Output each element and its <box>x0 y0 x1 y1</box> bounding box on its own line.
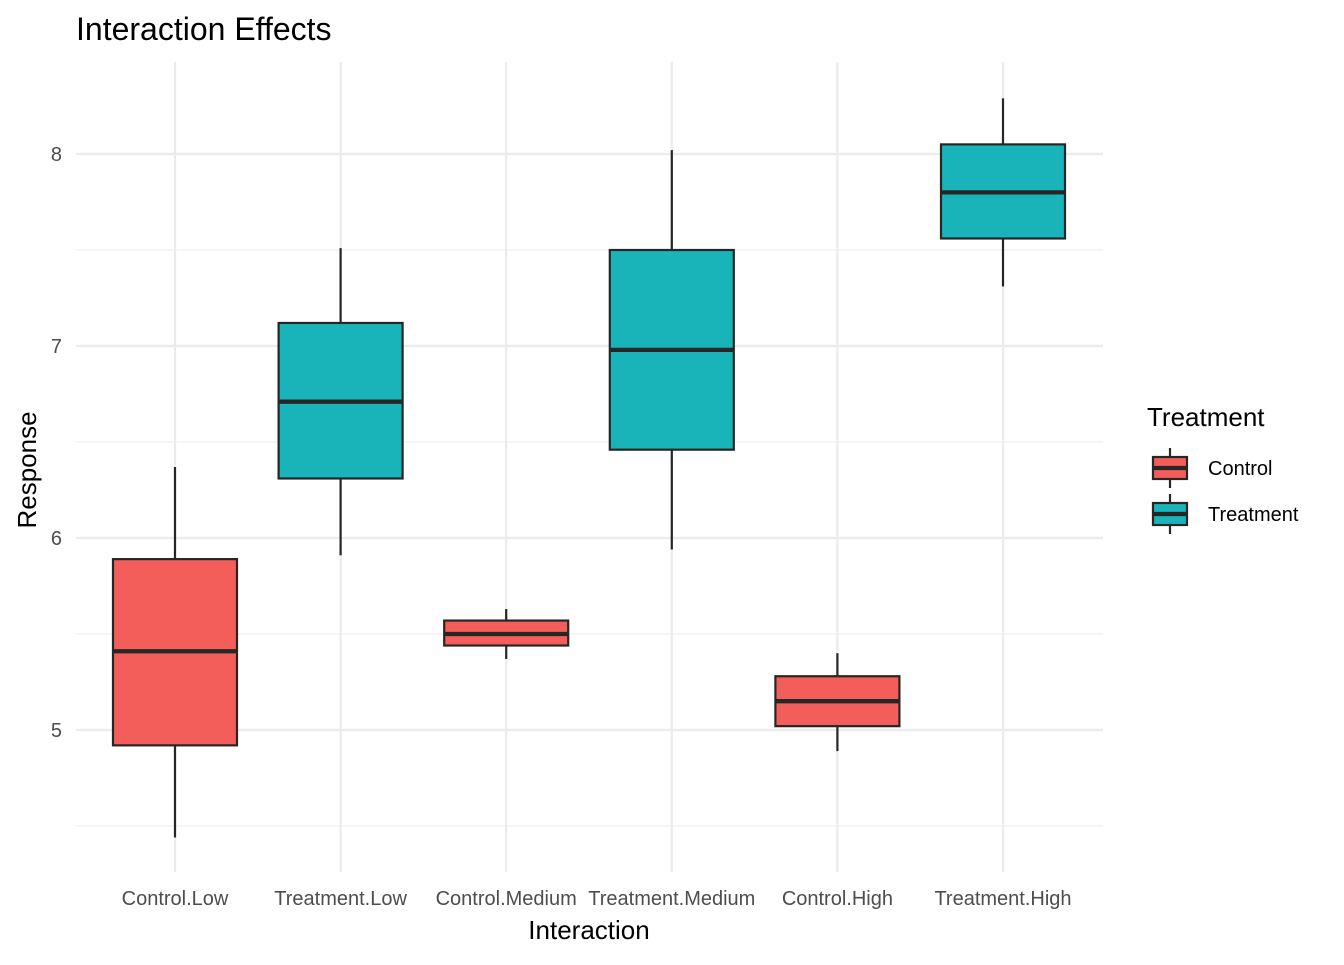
x-tick-label: Treatment.Medium <box>588 888 755 910</box>
boxplot-Treatment.Low <box>277 248 404 556</box>
x-tick-label: Treatment.High <box>934 888 1071 910</box>
legend-label: Control <box>1208 458 1272 480</box>
axis-layer: 5 6 7 8 Control.Low Treatment.Low Control.Medi… <box>51 144 1072 910</box>
legend-keys: Control Treatment <box>1151 448 1299 534</box>
legend-item-control: Control <box>1151 448 1272 488</box>
legend-label: Treatment <box>1208 504 1299 526</box>
boxplot-Control.Medium <box>443 609 570 659</box>
boxplot-Treatment.Medium <box>608 150 735 550</box>
boxplot-Treatment.High <box>939 98 1067 287</box>
y-tick-label: 8 <box>51 144 62 166</box>
boxplot-Control.High <box>774 653 901 752</box>
y-tick-label: 6 <box>51 528 62 550</box>
legend: Treatment Control Treatment <box>1147 402 1299 534</box>
box-layer <box>111 98 1067 838</box>
x-axis-title: Interaction <box>528 915 649 945</box>
chart-title: Interaction Effects <box>76 11 332 47</box>
x-tick-label: Control.High <box>782 888 893 910</box>
y-axis-title: Response <box>12 411 42 528</box>
y-tick-label: 7 <box>51 336 62 358</box>
x-tick-label: Control.Medium <box>436 888 577 910</box>
boxplot-Control.Low <box>111 466 239 838</box>
y-tick-label: 5 <box>51 720 62 742</box>
legend-title: Treatment <box>1147 402 1265 432</box>
x-tick-label: Control.Low <box>122 888 229 910</box>
x-tick-label: Treatment.Low <box>274 888 407 910</box>
legend-item-treatment: Treatment <box>1151 494 1299 534</box>
